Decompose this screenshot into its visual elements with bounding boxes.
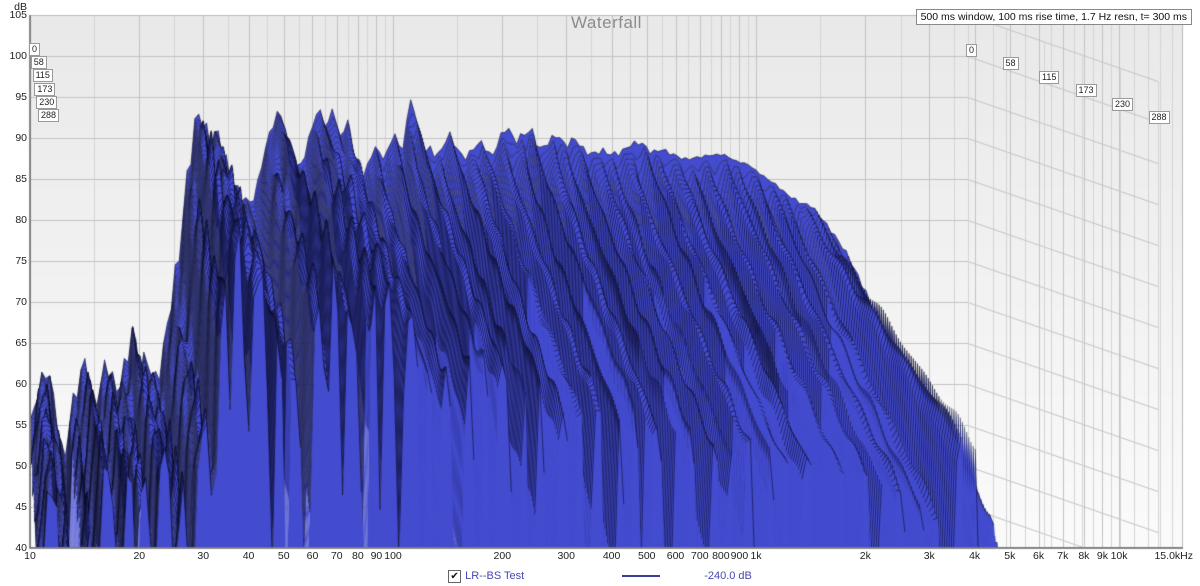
x-tick-label: 5k — [1004, 550, 1016, 562]
time-slice-label: 173 — [1075, 84, 1097, 98]
y-tick-label: 95 — [15, 91, 27, 103]
x-tick-label: 2k — [859, 550, 871, 562]
x-tick-label: 200 — [493, 550, 512, 562]
y-tick-label: 45 — [15, 501, 27, 513]
x-tick-label: 6k — [1032, 550, 1045, 562]
time-slice-label: 58 — [1002, 57, 1019, 71]
y-tick-label: 90 — [15, 132, 27, 144]
trace-checkbox[interactable]: ✔ — [448, 569, 462, 583]
y-tick-label: 65 — [15, 337, 27, 349]
y-tick-label: 80 — [15, 214, 27, 226]
x-tick-label: 7k — [1057, 550, 1069, 562]
legend-bar: ✔ LR--BS Test -240.0 dB — [0, 566, 1200, 586]
trace-line-sample — [622, 575, 661, 577]
x-tick-label: 80 — [352, 550, 364, 562]
x-tick-label: 3k — [923, 550, 935, 562]
time-slice-label: 115 — [1039, 70, 1060, 84]
y-tick-label: 75 — [15, 255, 27, 267]
x-tick-label: 100 — [384, 550, 402, 562]
x-tick-label: 70 — [330, 550, 343, 562]
x-tick-label: 30 — [197, 550, 210, 562]
time-slice-label: 230 — [36, 95, 58, 109]
time-slice-label: 58 — [30, 56, 47, 70]
trace-level-readout: -240.0 dB — [704, 570, 752, 582]
x-tick-label: 900 — [730, 550, 749, 562]
time-slice-label: 0 — [29, 43, 41, 56]
x-tick-label: 700 — [691, 550, 709, 562]
y-tick-label: 55 — [15, 419, 27, 431]
y-axis-unit: dB — [14, 1, 27, 13]
x-tick-label: 90 — [370, 550, 383, 562]
time-slice-label: 0 — [966, 44, 978, 57]
x-tick-label: 300 — [557, 550, 575, 562]
y-tick-label: 85 — [15, 173, 27, 185]
y-tick-label: 100 — [9, 50, 27, 62]
x-tick-label: 9k — [1096, 550, 1108, 562]
x-tick-label: 10 — [24, 550, 36, 562]
time-slice-label: 288 — [1148, 111, 1170, 124]
x-tick-label: 20 — [133, 550, 146, 562]
x-tick-label: 400 — [602, 550, 621, 562]
time-slice-label: 288 — [38, 109, 60, 122]
x-tick-label: 4k — [969, 550, 981, 562]
x-tick-label: 40 — [242, 550, 255, 562]
y-tick-label: 105 — [9, 9, 27, 21]
y-tick-label: 40 — [15, 542, 27, 554]
trace-name[interactable]: LR--BS Test — [465, 570, 525, 582]
time-slice-label: 115 — [32, 69, 53, 83]
x-tick-label: 50 — [277, 550, 290, 562]
chart-title: Waterfall — [571, 13, 642, 32]
x-tick-label: 500 — [638, 550, 656, 562]
x-tick-label: 15.0kHz — [1154, 550, 1193, 562]
x-tick-label: 1k — [750, 550, 762, 562]
y-tick-label: 50 — [15, 460, 27, 472]
x-tick-label: 600 — [666, 550, 685, 562]
x-tick-label: 10k — [1110, 550, 1128, 562]
measurement-info-box: 500 ms window, 100 ms rise time, 1.7 Hz … — [915, 9, 1192, 25]
y-tick-label: 70 — [15, 296, 27, 308]
x-tick-label: 8k — [1078, 550, 1090, 562]
time-slice-label: 173 — [34, 82, 56, 96]
x-tick-label: 800 — [712, 550, 730, 562]
x-tick-label: 60 — [306, 550, 319, 562]
y-tick-label: 60 — [15, 378, 27, 390]
time-slice-label: 230 — [1112, 97, 1134, 111]
